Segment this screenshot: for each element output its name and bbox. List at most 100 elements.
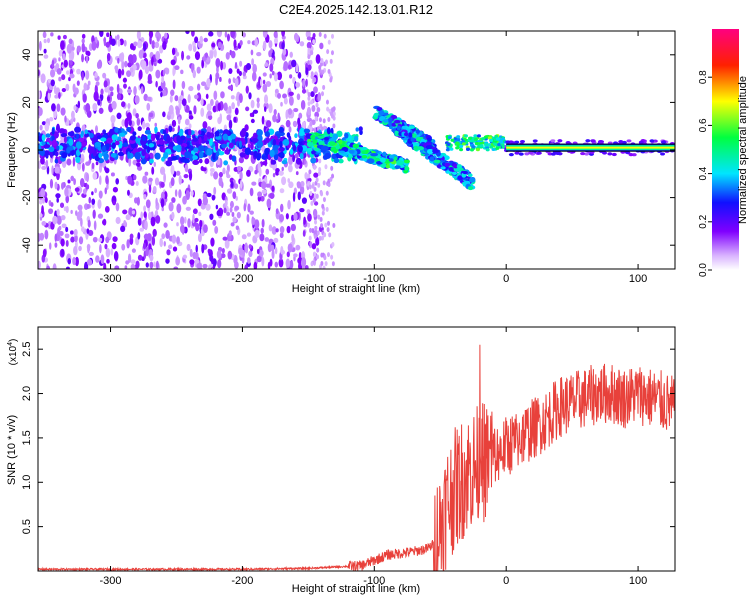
heatmap-cell (262, 31, 268, 38)
heatmap-cell (209, 167, 215, 173)
heatmap-cell (271, 249, 275, 260)
heatmap-cell (178, 189, 182, 199)
heatmap-cell (358, 126, 363, 132)
heatmap-cell (223, 207, 227, 214)
heatmap-cell (151, 235, 156, 246)
heatmap-cell (48, 146, 55, 153)
heatmap-cell (188, 43, 193, 52)
heatmap-cell (61, 88, 66, 93)
heatmap-cell (47, 92, 51, 101)
heatmap-cell (62, 34, 67, 40)
heatmap-cell (196, 263, 202, 269)
heatmap-cell (133, 86, 137, 96)
heatmap-cell (288, 91, 294, 96)
heatmap-cell (155, 134, 160, 141)
heatmap-cell (143, 193, 147, 200)
heatmap-cell (301, 121, 306, 130)
heatmap-cell (211, 42, 216, 48)
heatmap-cell (449, 147, 454, 151)
heatmap-cell (110, 152, 117, 158)
heatmap-cell (206, 78, 211, 88)
heatmap-cell (324, 152, 332, 159)
heatmap-cell (67, 131, 75, 137)
heatmap-cell (224, 149, 230, 155)
heatmap-cell (78, 236, 84, 245)
heatmap-cell (144, 171, 149, 176)
heatmap-cell (190, 190, 194, 197)
heatmap-cell (157, 58, 163, 64)
heatmap-cell (123, 39, 127, 47)
heatmap-cell (99, 244, 102, 254)
heatmap-cell (314, 219, 318, 225)
heatmap-cell (117, 39, 121, 47)
heatmap-cell (279, 188, 285, 194)
heatmap-cell (188, 85, 194, 92)
heatmap-cell (38, 232, 41, 243)
heatmap-cell (81, 162, 85, 172)
heatmap-cell (249, 210, 254, 215)
heatmap-cell (86, 51, 91, 57)
heatmap-cell (61, 143, 68, 151)
heatmap-cell (62, 53, 66, 60)
heatmap-cell (304, 172, 308, 180)
heatmap-cell (264, 62, 269, 68)
heatmap-cell (54, 233, 58, 243)
heatmap-cell (230, 31, 236, 38)
heatmap-cell (282, 93, 287, 99)
heatmap-cell (174, 189, 178, 197)
x-tick-label: 100 (629, 273, 647, 285)
heatmap-cell (329, 58, 333, 64)
heatmap-cell (295, 82, 301, 88)
heatmap-cell (188, 171, 193, 181)
heatmap-cell (230, 180, 234, 189)
heatmap-cell (312, 138, 318, 145)
heatmap-cell (114, 149, 118, 155)
heatmap-cell (55, 63, 60, 70)
heatmap-cell (195, 244, 198, 253)
heatmap-cell (81, 42, 86, 53)
heatmap-cell (54, 166, 60, 174)
heatmap-cell (64, 233, 70, 239)
heatmap-cell (155, 260, 159, 269)
heatmap-cell (584, 152, 590, 156)
heatmap-cell (330, 50, 334, 56)
heatmap-cell (269, 63, 274, 72)
heatmap-cell (213, 186, 217, 196)
heatmap-cell (224, 31, 228, 38)
heatmap-cell (269, 192, 275, 199)
heatmap-cell (89, 132, 94, 139)
heatmap-cell (198, 211, 202, 217)
heatmap-cell (72, 156, 76, 167)
heatmap-cell (256, 97, 260, 103)
heatmap-cell (59, 202, 65, 208)
heatmap-cell (181, 50, 185, 61)
snr-x-label: Height of straight line (km) (292, 583, 420, 595)
heatmap-cell (355, 127, 360, 132)
heatmap-cell (38, 40, 42, 51)
heatmap-cell (111, 142, 116, 149)
heatmap-cell (206, 148, 213, 156)
heatmap-cell (149, 158, 154, 164)
heatmap-cell (304, 159, 307, 165)
heatmap-cell (215, 144, 219, 151)
heatmap-cell (181, 225, 185, 235)
heatmap-cell (315, 102, 319, 108)
heatmap-cell (48, 208, 54, 215)
heatmap-cell (281, 166, 284, 172)
heatmap-cell (38, 90, 41, 100)
heatmap-cell (143, 144, 148, 150)
heatmap-cell (128, 157, 132, 167)
heatmap-cell (58, 57, 61, 62)
heatmap-cell (111, 134, 118, 141)
heatmap-cell (222, 167, 226, 175)
heatmap-cell (76, 68, 81, 75)
heatmap-cell (136, 117, 141, 126)
heatmap-cell (114, 127, 119, 133)
heatmap-cell (273, 152, 279, 161)
heatmap-cell (106, 96, 111, 102)
heatmap-cell (276, 71, 283, 81)
heatmap-cell (228, 119, 233, 130)
heatmap-cell (467, 173, 473, 178)
heatmap-cell (241, 234, 247, 240)
heatmap-cell (192, 154, 197, 160)
